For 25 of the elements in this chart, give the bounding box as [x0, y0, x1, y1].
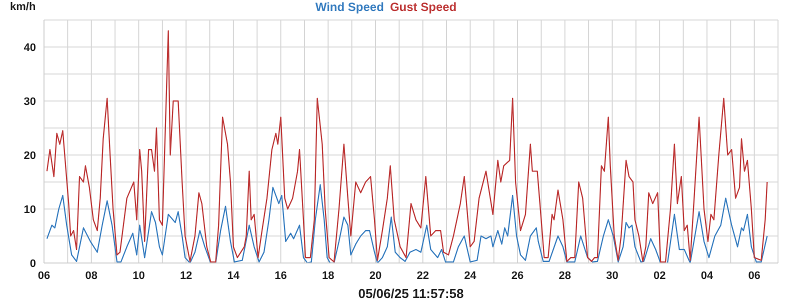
x-axis-title: 05/06/25 11:57:58 [358, 286, 464, 300]
text: Gust Speed [390, 0, 457, 14]
x-tick-label: 14 [227, 270, 240, 282]
x-tick-label: 12 [180, 270, 192, 282]
y-tick-label: 20 [24, 150, 36, 162]
x-tick-label: 06 [38, 270, 50, 282]
y-tick-label: 40 [24, 42, 36, 54]
y-tick-label: 10 [24, 204, 36, 216]
x-tick-label: 26 [511, 270, 524, 282]
x-tick-label: 16 [274, 270, 287, 282]
x-tick-label: 08 [85, 270, 98, 282]
x-tick-label: 06 [748, 270, 760, 282]
x-tick-label: 10 [132, 270, 145, 282]
x-tick-label: 24 [464, 270, 478, 282]
x-tick-label: 04 [700, 270, 714, 282]
x-tick-label: 02 [653, 270, 666, 282]
x-tick-label: 18 [322, 270, 334, 282]
text: Wind Speed [315, 0, 384, 14]
x-tick-label: 22 [416, 270, 429, 282]
x-tick-label: 28 [558, 270, 572, 282]
y-tick-label: 30 [24, 96, 36, 108]
y-axis-title: km/h [10, 1, 36, 13]
x-tick-label: 30 [606, 270, 618, 282]
y-tick-label: 0 [30, 258, 36, 270]
x-tick-label: 20 [369, 270, 382, 282]
